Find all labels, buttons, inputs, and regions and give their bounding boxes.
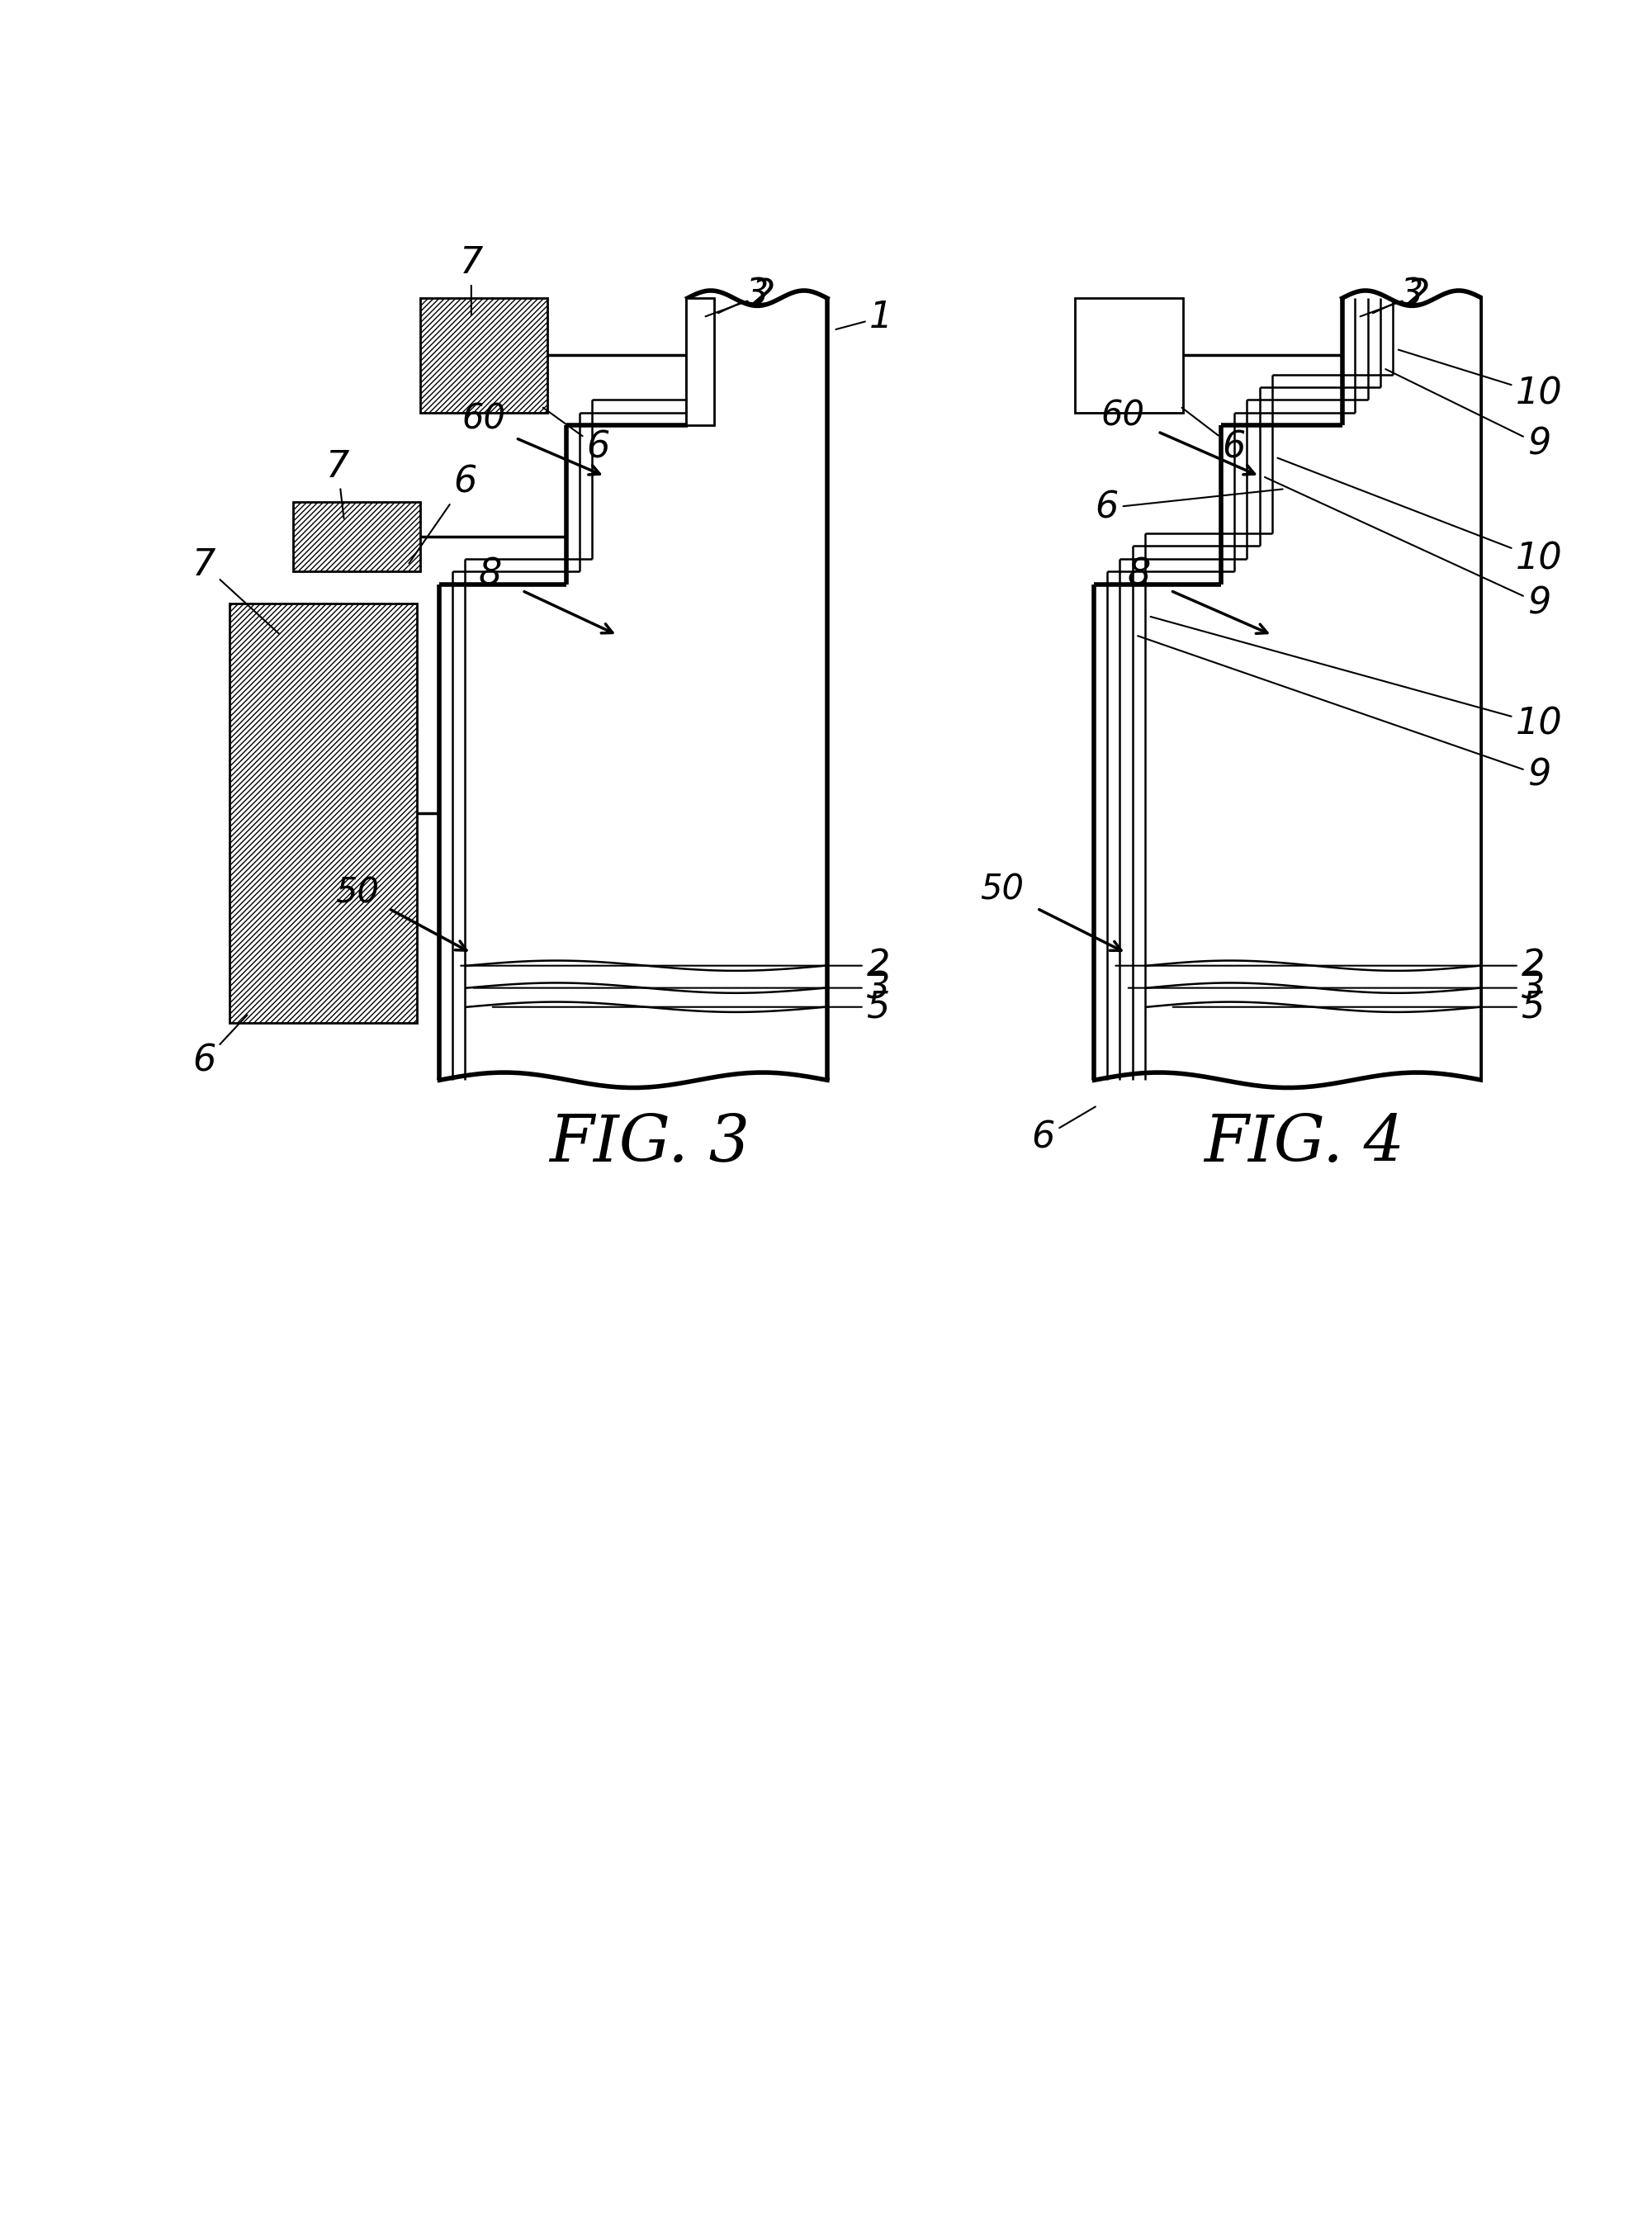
Text: 5: 5 — [1173, 990, 1545, 1026]
Text: 9: 9 — [1138, 635, 1551, 793]
Text: 50: 50 — [335, 875, 378, 910]
Text: 9: 9 — [1386, 369, 1551, 462]
Text: 3: 3 — [719, 278, 770, 313]
Text: 60: 60 — [463, 402, 506, 437]
Bar — [1075, 297, 1183, 413]
Text: 2: 2 — [1360, 278, 1431, 317]
Bar — [686, 297, 714, 426]
Text: 7: 7 — [459, 246, 482, 315]
Text: 60: 60 — [1100, 397, 1145, 433]
Text: 3: 3 — [1373, 278, 1424, 313]
Text: 6: 6 — [1095, 488, 1282, 526]
Text: 6: 6 — [544, 408, 610, 466]
Text: FIG. 4: FIG. 4 — [1204, 1112, 1404, 1174]
Text: 9: 9 — [1265, 477, 1551, 622]
Text: 8: 8 — [479, 557, 502, 593]
Text: 6: 6 — [193, 1015, 248, 1079]
Text: 5: 5 — [492, 990, 890, 1026]
Text: 3: 3 — [474, 970, 890, 1006]
Text: FIG. 3: FIG. 3 — [548, 1112, 750, 1174]
Text: 6: 6 — [1181, 408, 1246, 466]
Text: 2: 2 — [461, 948, 890, 983]
Text: 2: 2 — [1115, 948, 1545, 983]
Bar — [230, 604, 418, 1023]
Bar — [294, 502, 420, 571]
Text: 50: 50 — [980, 872, 1024, 906]
Text: 2: 2 — [705, 278, 775, 317]
Bar — [420, 297, 547, 413]
Text: 6: 6 — [410, 464, 477, 564]
Text: 7: 7 — [193, 548, 279, 633]
Text: 8: 8 — [1127, 557, 1150, 593]
Text: 6: 6 — [1032, 1108, 1095, 1154]
Text: 10: 10 — [1277, 457, 1563, 577]
Text: 10: 10 — [1398, 351, 1563, 411]
Text: 1: 1 — [836, 300, 894, 335]
Text: 7: 7 — [325, 448, 350, 519]
Text: 3: 3 — [1128, 970, 1545, 1006]
Text: 10: 10 — [1150, 617, 1563, 741]
